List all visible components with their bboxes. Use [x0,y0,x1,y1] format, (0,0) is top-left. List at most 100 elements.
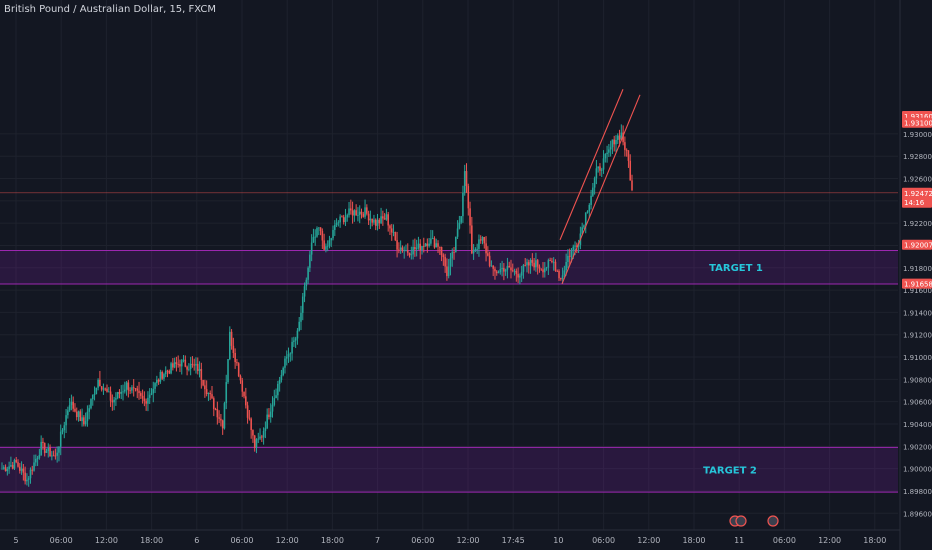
candle-body [120,391,123,394]
candle-body [26,479,28,482]
candle-body [616,135,619,140]
candle-body [54,455,57,457]
price-tick-label: 1.90000 [903,466,932,474]
candle-body [453,252,455,253]
candle-body [592,187,594,196]
candle-body [79,411,82,422]
time-tick-label: 18:00 [682,536,705,545]
candle-body [495,271,498,274]
candle-body [499,269,502,273]
candle-body [369,218,372,221]
candle-body [211,394,213,399]
candle-body [175,362,178,364]
candle-body [535,260,537,268]
candle-body [18,466,21,471]
candle-body [70,401,73,406]
candle-body [45,451,48,453]
candle-body [339,216,341,223]
candle-body [40,441,42,456]
economic-event-icon[interactable] [735,515,747,527]
candle-body [342,216,345,223]
candle-body [2,467,5,469]
candle-body [277,383,279,396]
candle-body [323,240,325,250]
candle-body [179,364,181,367]
candle-body [271,404,274,412]
candle-body [159,371,162,382]
candle-body [410,254,413,256]
candle-body [152,388,155,394]
zone-label: TARGET 2 [703,466,757,477]
candle-body [209,392,212,395]
candle-body [374,219,377,226]
candle-body [116,392,119,399]
candle-body [141,395,144,399]
candle-body [300,312,302,322]
price-tick-label: 1.91400 [903,309,932,317]
candle-body [430,238,432,244]
candle-body [613,139,616,145]
candle-body [63,425,66,431]
candle-body [236,362,238,364]
candle-body [371,218,373,223]
candle-body [554,261,557,271]
candle-body [11,465,14,469]
time-tick-label: 06:00 [50,536,73,545]
economic-event-icon[interactable] [767,515,779,527]
candle-body [524,264,527,266]
candle-body [47,447,50,452]
candle-body [145,401,147,404]
candle-body [319,227,322,232]
candle-body [565,261,567,271]
candle-body [568,255,571,257]
candle-body [463,171,466,193]
candle-body [490,265,493,267]
candle-body [293,340,295,342]
candle-body [560,278,562,280]
candle-body [551,260,553,262]
candle-body [522,264,525,272]
candle-body [269,411,272,418]
candle-body [462,192,464,217]
price-tick-label: 1.91200 [903,332,932,340]
candle-body [97,379,99,388]
candle-body [545,267,548,269]
candle-body [481,236,484,241]
candle-body [52,455,55,457]
candle-body [289,353,292,355]
candle-body [15,459,18,463]
candle-body [584,212,587,226]
time-tick-label: 11 [734,536,744,545]
candle-body [177,363,179,365]
candle-body [570,250,573,257]
candle-body [335,223,338,225]
candle-body [241,380,244,392]
candle-body [483,236,486,244]
candle-body [294,338,297,341]
time-tick-label: 6 [194,536,199,545]
candle-body [487,253,489,256]
candle-body [132,387,135,389]
candle-body [405,250,407,251]
candle-body [620,132,623,140]
candle-body [95,387,98,395]
candle-body [366,207,368,214]
candle-body [196,363,199,371]
candle-body [414,246,416,250]
candle-body [440,247,443,256]
candle-body [419,243,422,251]
candle-body [218,417,220,419]
time-tick-label: 18:00 [321,536,344,545]
time-tick-label: 12:00 [818,536,841,545]
candle-body [285,356,288,359]
candle-body [83,417,85,425]
candle-body [504,269,507,272]
candle-body [408,252,411,256]
candle-body [572,246,575,251]
candle-body [29,469,32,479]
candle-body [157,379,160,382]
candle-body [22,468,25,473]
